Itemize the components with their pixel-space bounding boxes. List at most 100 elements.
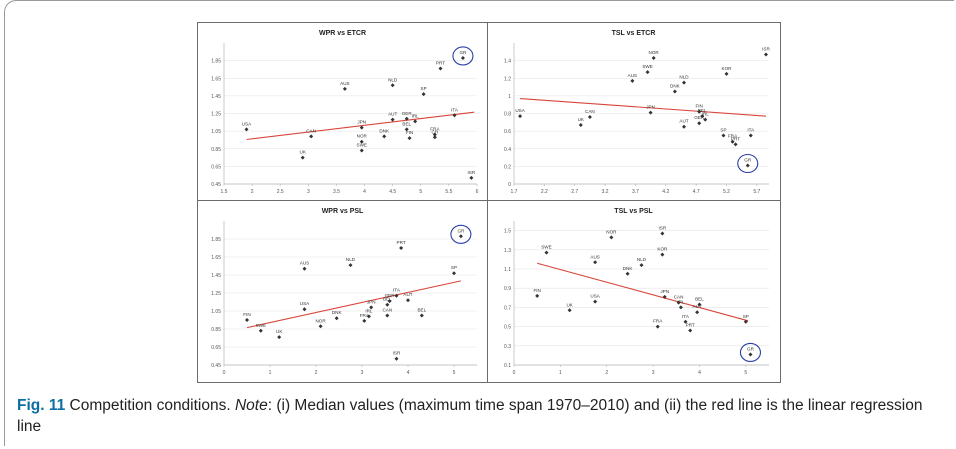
point-label: PRT [686, 322, 695, 327]
point-label: FRA [360, 313, 370, 318]
y-tick-label: 0.45 [211, 182, 221, 188]
chart-wpr-vs-etcr: WPR vs ETCR 0.45 0.65 0.85 1.05 1.25 1.45 1.65 1… [211, 30, 478, 195]
x-tick-label: 3 [361, 370, 364, 376]
highlight-circle [737, 153, 759, 174]
data-point [721, 133, 726, 138]
x-tick-label: 2.5 [277, 189, 284, 195]
x-tick-label: 3.2 [602, 189, 609, 195]
panel-tsl-vs-psl: TSL vs PSL 0.1 0.3 0.5 0.7 0.9 1.1 1.3 1.5 0 1 2 3 4 5… [488, 201, 780, 382]
point-label: ITA [393, 288, 401, 293]
point-label: GR [459, 50, 467, 55]
point-label: IRL [677, 299, 685, 304]
highlight-circle [450, 224, 472, 244]
data-point [318, 324, 323, 329]
x-tick-label: 5.5 [445, 189, 452, 195]
data-point [390, 117, 395, 122]
data-point [593, 260, 598, 265]
y-tick-label: 0.7 [504, 305, 511, 311]
data-point [683, 319, 688, 324]
data-point [567, 308, 572, 313]
data-point [469, 175, 474, 180]
point-label: ITA [747, 128, 755, 133]
point-label: PRT [436, 61, 445, 66]
y-tick-label: 0.5 [504, 325, 511, 331]
y-tick-label: 1.05 [211, 309, 221, 315]
point-label: FIN [243, 312, 250, 317]
x-tick-label: 1.7 [511, 189, 518, 195]
y-tick-label: 0.85 [211, 327, 221, 333]
x-tick-label: 3 [307, 189, 310, 195]
data-point [452, 113, 457, 118]
data-point [648, 110, 653, 115]
point-label: BEL [417, 308, 426, 313]
data-point [676, 300, 681, 305]
x-tick-label: 2.2 [541, 189, 548, 195]
data-point [399, 246, 404, 250]
point-label: CH [432, 129, 439, 134]
data-point [688, 328, 693, 333]
point-label: IRL [365, 308, 373, 313]
data-point [518, 114, 523, 119]
y-tick-label: 0.1 [504, 363, 511, 369]
point-label: ISR [762, 46, 770, 51]
data-point [404, 127, 409, 132]
x-tick-label: 4.7 [693, 189, 700, 195]
y-tick-label: 1.85 [211, 237, 221, 243]
point-label: UK [300, 150, 307, 155]
data-point [662, 294, 667, 299]
point-label: JPN [660, 289, 669, 294]
y-tick-label: 1.4 [504, 59, 511, 65]
x-tick-label: 1 [559, 370, 562, 376]
point-label: SP [421, 86, 427, 91]
data-point [387, 299, 392, 304]
point-label: GR [744, 157, 752, 162]
data-point [682, 80, 686, 85]
point-label: PRT [397, 240, 406, 245]
x-tick-label: 5 [419, 189, 422, 195]
point-label: BEL [383, 297, 392, 302]
point-label: NLD [346, 257, 356, 262]
y-tick-label: 1.05 [211, 129, 221, 135]
y-tick-label: 0.3 [504, 344, 511, 350]
data-point [703, 117, 708, 122]
data-point [630, 78, 635, 83]
data-point [625, 271, 630, 276]
point-label: UK [566, 302, 573, 307]
data-point [695, 310, 700, 315]
x-tick-label: 1 [269, 370, 272, 376]
point-label: GER [402, 111, 413, 116]
point-label: AUS [300, 261, 309, 266]
data-point [593, 299, 598, 304]
y-tick-label: 1.65 [211, 76, 221, 82]
data-point [366, 314, 371, 319]
data-point [421, 92, 426, 97]
y-tick-label: 1.2 [504, 76, 511, 82]
data-point [394, 356, 399, 361]
point-label: GER [694, 115, 705, 120]
point-label: NOR [649, 50, 660, 55]
data-point [700, 114, 705, 119]
figure-frame [4, 0, 954, 446]
data-point [382, 134, 387, 139]
data-point [745, 163, 750, 168]
data-point [302, 266, 307, 271]
point-label: AUT [388, 112, 397, 117]
chart-title: WPR vs ETCR [319, 30, 366, 37]
caption-note: Note [234, 397, 268, 414]
point-label: SWE [357, 143, 367, 148]
point-label: CAN [674, 295, 684, 300]
data-point [733, 142, 738, 147]
data-point [697, 109, 702, 114]
chart-title: TSL vs PSL [614, 208, 653, 215]
y-tick-label: 0 [508, 182, 511, 188]
data-point [309, 134, 314, 139]
y-tick-label: 0.45 [211, 363, 221, 369]
point-label: DNK [379, 128, 390, 133]
point-label: USA [590, 294, 600, 299]
y-tick-label: 1.85 [211, 59, 221, 65]
data-point [342, 86, 347, 91]
data-point [639, 263, 644, 268]
highlight-circle [739, 342, 762, 362]
point-label: USA [300, 301, 310, 306]
point-label: NLD [388, 77, 398, 82]
